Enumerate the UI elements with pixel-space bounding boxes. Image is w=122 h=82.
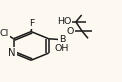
Text: N: N <box>8 48 16 58</box>
Text: Cl: Cl <box>0 29 9 37</box>
Text: B: B <box>59 35 65 44</box>
Text: O: O <box>67 27 74 36</box>
Text: F: F <box>30 19 35 28</box>
Text: OH: OH <box>55 45 69 53</box>
Text: HO: HO <box>57 17 71 26</box>
